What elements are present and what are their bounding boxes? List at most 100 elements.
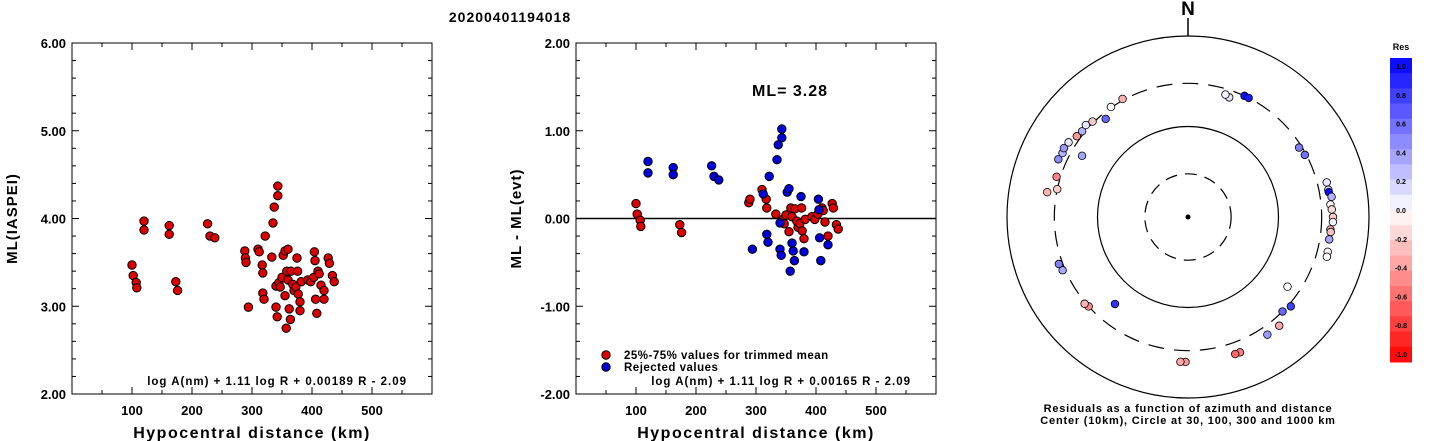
polar-circle-30km	[1144, 173, 1232, 261]
colorbar-segment	[1390, 255, 1412, 272]
panel2-point	[814, 205, 824, 215]
panel1-point	[310, 294, 321, 304]
panel2-point	[771, 209, 781, 219]
colorbar-tick-label: -0.2	[1395, 237, 1407, 244]
station-marker	[1275, 321, 1284, 330]
panel2-point	[775, 218, 785, 228]
panel1-point	[139, 225, 149, 235]
station-marker	[1244, 93, 1253, 103]
station-marker	[1043, 187, 1052, 197]
panel2-point	[763, 237, 773, 247]
panel2-xlabel: Hypocentral distance (km)	[637, 425, 875, 441]
colorbar-segment	[1390, 73, 1412, 89]
panel2-point	[631, 198, 641, 209]
panel1-point	[210, 233, 220, 243]
panel1-xtick-label: 100	[121, 403, 143, 418]
panel1-point	[295, 305, 305, 316]
panel2-formula: log A(nm) + 1.11 log R + 0.00165 R - 2.0…	[651, 376, 911, 388]
panel2-ylabel: ML - ML(evt)	[508, 168, 525, 268]
panel1-point	[309, 247, 320, 257]
panel1-point	[243, 302, 254, 312]
panel1-point	[268, 218, 278, 228]
panel1-point	[310, 255, 320, 266]
panel1-point	[202, 219, 213, 229]
colorbar-segment	[1390, 164, 1412, 181]
station-marker	[1059, 143, 1069, 153]
station-marker	[1081, 120, 1091, 130]
colorbar-title: Res	[1393, 42, 1410, 52]
panel1-point	[329, 276, 339, 287]
panel1-point	[139, 216, 149, 226]
figure-title: 20200401194018	[448, 9, 572, 25]
panel2-point	[799, 247, 809, 257]
panel2-point	[799, 233, 809, 244]
panel2-point	[823, 240, 833, 250]
colorbar-segment	[1390, 346, 1412, 363]
panel1-point	[171, 276, 181, 287]
panel2-point	[797, 226, 807, 236]
panel1-ytick-label: 3.00	[41, 299, 66, 314]
panel1-point	[259, 294, 269, 304]
station-marker	[1322, 252, 1332, 262]
legend-marker	[601, 362, 611, 372]
panel2-point	[796, 203, 807, 213]
panel1-ytick-label: 2.00	[41, 387, 66, 402]
colorbar-tick-label: 1.0	[1396, 64, 1406, 71]
panel1-point	[260, 231, 270, 241]
panel1-point	[319, 294, 329, 304]
station-marker	[1054, 155, 1063, 164]
colorbar-segment	[1390, 58, 1412, 74]
colorbar-segment	[1390, 103, 1412, 120]
panel2-point	[636, 221, 646, 232]
panel2-point	[813, 194, 824, 204]
panel2-ytick-label: -2.00	[540, 387, 570, 402]
panel2-point	[814, 233, 825, 243]
panel2-point	[643, 156, 653, 167]
colorbar-tick-label: 0.8	[1396, 93, 1406, 100]
panel1-point	[269, 202, 279, 212]
panel2-point	[762, 203, 772, 213]
panel1-point	[292, 266, 303, 276]
panel2-xtick-label: 100	[625, 403, 647, 418]
station-marker	[1327, 192, 1336, 202]
panel1-xtick-label: 400	[301, 403, 323, 418]
station-marker	[1231, 349, 1240, 359]
station-marker	[1328, 217, 1338, 227]
panel2-point	[777, 133, 787, 143]
polar-center	[1185, 214, 1191, 220]
station-marker	[1053, 185, 1062, 194]
panel2-xtick-label: 400	[805, 403, 827, 418]
ml-value-label: ML= 3.28	[752, 83, 828, 100]
panel1-point	[280, 291, 290, 301]
panel2-point	[789, 255, 800, 266]
station-marker	[1064, 138, 1073, 147]
panel1-point	[314, 269, 324, 279]
station-marker	[1052, 172, 1061, 182]
panel1-ylabel: ML(IASPEI)	[4, 173, 21, 264]
legend-label: Rejected values	[624, 362, 718, 374]
panel2-point	[714, 175, 724, 185]
panel1-point	[164, 229, 174, 239]
station-marker	[1058, 266, 1067, 275]
panel2-point	[785, 266, 795, 276]
colorbar-segment	[1390, 194, 1412, 211]
panel1-ytick-label: 4.00	[41, 212, 66, 227]
colorbar-tick-label: -0.8	[1395, 323, 1407, 330]
panel2-point	[823, 231, 833, 241]
station-marker	[1072, 132, 1082, 141]
station-marker	[1221, 90, 1230, 99]
panel1-xtick-label: 500	[361, 403, 383, 418]
colorbar-segment	[1390, 88, 1412, 105]
panel1-point	[164, 220, 174, 231]
panel2-point	[784, 226, 794, 237]
panel2-point	[816, 255, 826, 266]
panel1-formula: log A(nm) + 1.11 log R + 0.00189 R - 2.0…	[147, 376, 407, 388]
panel1-point	[283, 244, 293, 254]
panel1-ytick-label: 5.00	[41, 124, 66, 139]
station-marker	[1088, 117, 1097, 126]
panel2-point	[796, 191, 806, 202]
panel2-point	[668, 169, 678, 180]
station-marker	[1286, 302, 1296, 311]
panel1-point	[241, 257, 251, 268]
colorbar-segment	[1390, 270, 1412, 287]
